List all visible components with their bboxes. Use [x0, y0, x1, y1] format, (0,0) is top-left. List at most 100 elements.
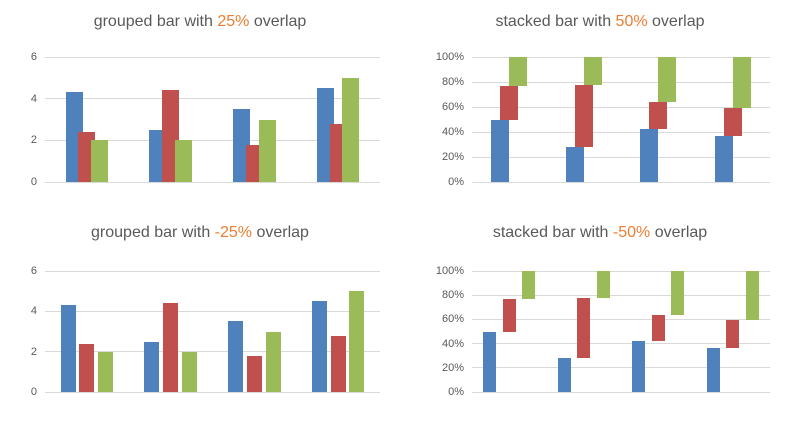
bar-green — [265, 331, 281, 392]
bar-green — [174, 140, 192, 182]
gridline — [472, 367, 770, 369]
chart-title-text: grouped bar with — [93, 13, 218, 30]
plot-area: 0 2 4 6 — [31, 265, 380, 398]
bar-green — [258, 119, 276, 182]
bar-green — [732, 57, 751, 108]
y-axis-tick-label: 0% — [448, 176, 464, 188]
y-axis-tick-label: 4 — [30, 92, 37, 105]
gridline — [472, 343, 770, 345]
bar-blue — [60, 305, 76, 392]
bar-blue — [311, 301, 327, 392]
y-axis-tick-label: 20% — [441, 361, 464, 374]
chart-title: stacked bar with 50% overlap — [400, 11, 800, 33]
bar-green — [596, 271, 610, 299]
gridline — [45, 351, 380, 353]
bar-green — [181, 351, 197, 392]
y-axis-tick-label: 80% — [441, 289, 464, 302]
y-axis-tick-label: 0 — [30, 386, 37, 398]
bar-green — [509, 57, 528, 86]
bar-green — [91, 140, 109, 182]
gridline — [45, 98, 380, 100]
gridline — [472, 106, 770, 108]
y-axis-tick-label: 6 — [30, 51, 37, 63]
y-axis-tick-label: 60% — [441, 313, 464, 326]
bar-green — [98, 351, 114, 392]
bar-red — [502, 298, 516, 333]
chart-title-text: overlap — [647, 13, 705, 30]
plot-area: 0% 20% 40% 60% 80% 100% — [436, 265, 770, 398]
bar-blue — [144, 341, 160, 392]
bar-green — [349, 291, 365, 392]
gridline — [45, 310, 380, 312]
gridline — [45, 270, 380, 272]
y-axis-tick-label: 100% — [435, 51, 464, 63]
gridline — [45, 181, 380, 183]
bar-blue — [228, 321, 244, 392]
grouped-neg25-overlap-chart: grouped bar with -25% overlap 0 2 4 6 — [0, 211, 400, 423]
y-axis-tick-label: 0% — [448, 386, 464, 398]
plot-area: 0% 20% 40% 60% 80% 100% — [436, 51, 770, 188]
bar-red — [723, 107, 742, 137]
chart-title-accent: -25% — [214, 224, 253, 241]
chart-title-accent: -50% — [612, 224, 651, 241]
gridline — [45, 139, 380, 141]
gridline — [472, 81, 770, 83]
gridline — [472, 270, 770, 272]
bar-green — [342, 77, 360, 182]
bar-blue — [483, 332, 497, 392]
y-axis-tick-label: 2 — [30, 134, 37, 147]
chart-title: grouped bar with 25% overlap — [0, 11, 400, 33]
gridline — [472, 131, 770, 133]
bar-green — [583, 57, 602, 86]
bar-red — [163, 303, 179, 392]
y-axis-tick-label: 6 — [30, 265, 37, 277]
bar-red — [330, 335, 346, 392]
y-axis-tick-label: 60% — [441, 101, 464, 113]
y-axis-tick-label: 0 — [30, 176, 37, 188]
bar-red — [79, 343, 95, 392]
chart-title-text: overlap — [249, 13, 307, 30]
chart-title-text: overlap — [252, 224, 309, 241]
grouped-25-overlap-chart: grouped bar with 25% overlap 0 2 4 6 — [0, 0, 400, 211]
gridline — [472, 294, 770, 296]
gridline — [472, 318, 770, 320]
bar-blue — [491, 120, 510, 182]
bar-green — [522, 271, 536, 299]
bar-green — [745, 271, 759, 321]
bar-red — [500, 85, 519, 121]
bar-red — [651, 314, 665, 341]
bar-red — [577, 298, 591, 359]
y-axis-tick-label: 4 — [30, 305, 37, 318]
chart-title: stacked bar with -50% overlap — [400, 222, 800, 244]
bar-green — [658, 57, 677, 103]
gridline — [45, 56, 380, 58]
chart-title: grouped bar with -25% overlap — [0, 222, 400, 244]
gridline — [472, 156, 770, 158]
stacked-50-overlap-chart: stacked bar with 50% overlap 0% 20% 40% 60%… — [400, 0, 800, 211]
chart-title-text: grouped bar with — [91, 224, 215, 241]
y-axis-tick-label: 80% — [441, 76, 464, 88]
chart-title-text: stacked bar with — [492, 224, 613, 241]
y-axis-tick-label: 100% — [435, 265, 464, 277]
y-axis-tick-label: 40% — [441, 126, 464, 138]
bar-blue — [706, 347, 720, 392]
chart-title-accent: 50% — [615, 13, 648, 30]
chart-title-text: overlap — [650, 224, 708, 241]
bar-red — [246, 355, 262, 392]
bar-blue — [565, 146, 584, 182]
bar-red — [574, 85, 593, 147]
bar-green — [671, 271, 685, 315]
gridline — [45, 391, 380, 393]
stacked-neg50-overlap-chart: stacked bar with -50% overlap 0% 20% 40% 60… — [400, 211, 800, 423]
chart-title-text: stacked bar with — [495, 13, 616, 30]
y-axis-tick-label: 40% — [441, 337, 464, 350]
bar-blue — [557, 358, 571, 392]
gridline — [472, 56, 770, 58]
bar-blue — [632, 340, 646, 392]
y-axis-tick-label: 20% — [441, 151, 464, 163]
bar-red — [649, 102, 668, 130]
gridline — [472, 181, 770, 183]
chart-title-accent: 25% — [217, 13, 250, 30]
plot-area: 0 2 4 6 — [31, 51, 380, 188]
